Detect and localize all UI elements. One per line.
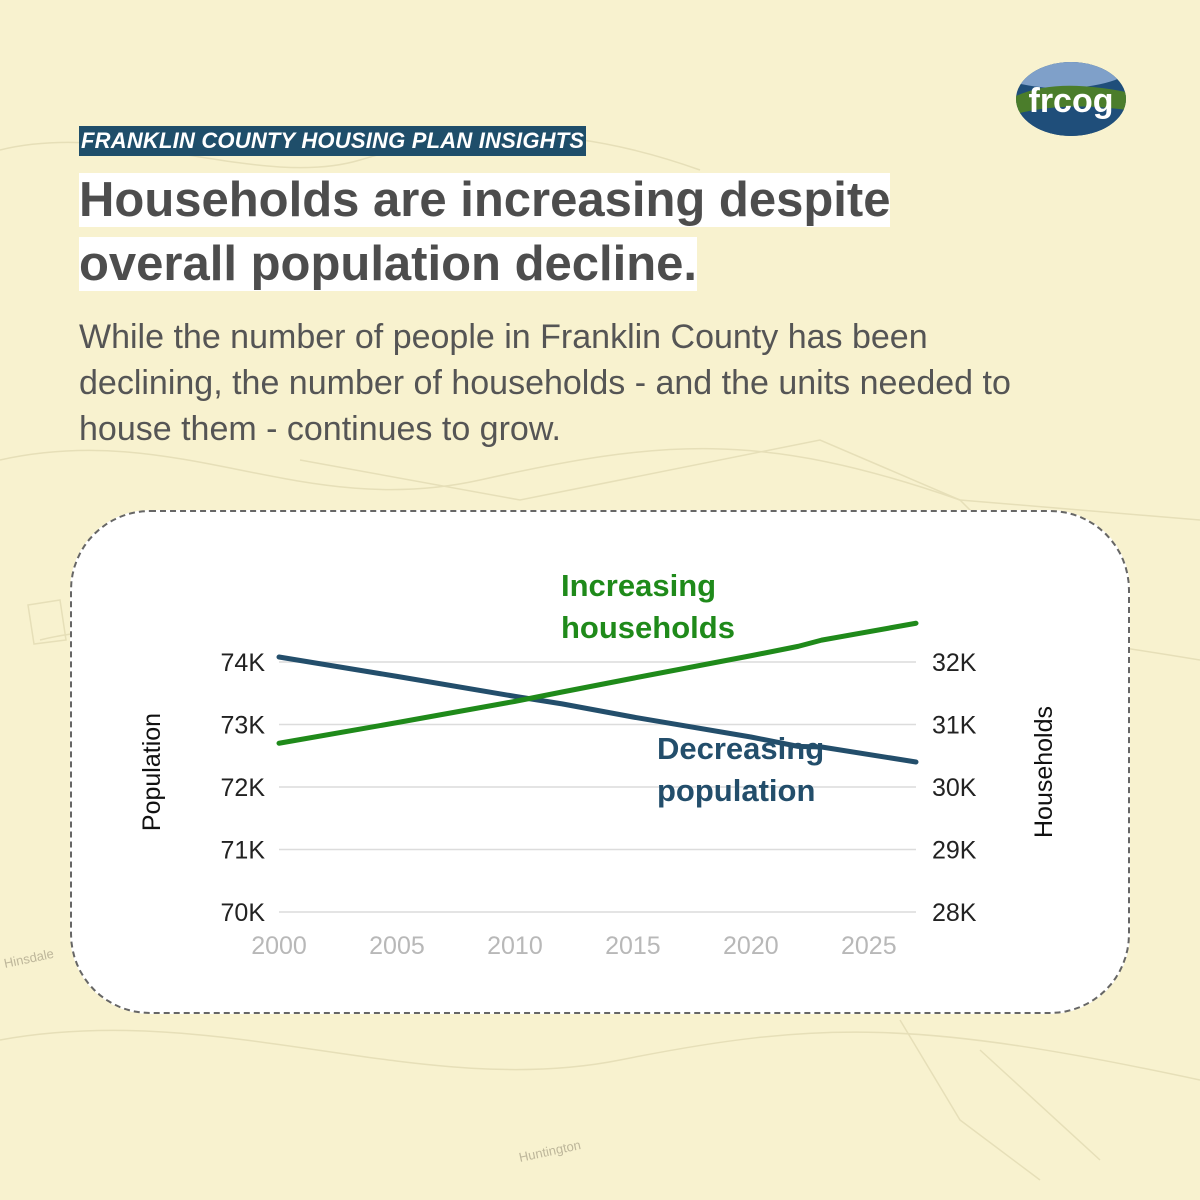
y-tick-label-right: 31K [932,712,977,740]
subtitle: While the number of people in Franklin C… [79,318,1011,448]
series-label-households: Increasing [561,568,716,603]
logo-text: frcog [1029,82,1114,120]
y-tick-label-left: 72K [221,774,266,802]
y-axis-title-left: Population [138,713,166,831]
x-tick-label: 2005 [369,932,425,960]
y-tick-label-left: 74K [221,649,266,677]
y-axis-title-right: Households [1030,706,1058,838]
x-tick-label: 2025 [841,932,897,960]
headline-line-1: Households are increasing despite [79,173,891,227]
y-tick-label-right: 32K [932,649,977,677]
headline: Households are increasing despite overal… [79,168,979,296]
x-tick-label: 2020 [723,932,779,960]
y-tick-label-left: 70K [221,899,266,927]
y-tick-label-left: 73K [221,712,266,740]
series-label-population: population [657,773,815,808]
series-line-households [276,620,919,746]
y-tick-label-right: 29K [932,837,977,865]
frcog-logo[interactable]: frcog [1016,62,1126,136]
chart-card [70,510,1130,1014]
x-tick-label: 2000 [251,932,307,960]
series-label-population: Decreasing [657,731,824,766]
series-line-population [276,654,919,765]
y-tick-label-right: 28K [932,899,977,927]
x-tick-label: 2015 [605,932,661,960]
x-tick-label: 2010 [487,932,543,960]
headline-line-2: overall population decline. [79,237,698,291]
y-tick-label-left: 71K [221,837,266,865]
series-label-households: households [561,610,735,645]
y-tick-label-right: 30K [932,774,977,802]
eyebrow-label: FRANKLIN COUNTY HOUSING PLAN INSIGHTS [79,126,587,156]
